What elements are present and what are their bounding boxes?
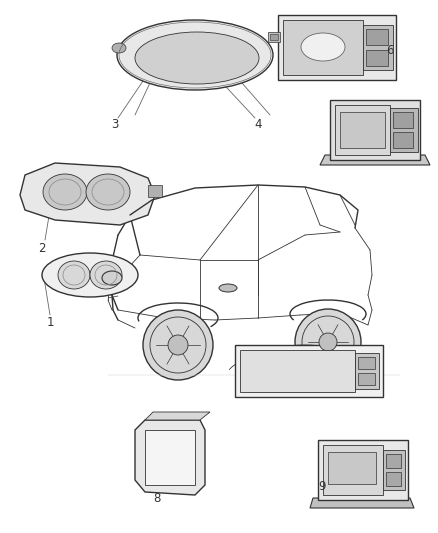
Bar [358, 373, 375, 385]
Bar [340, 112, 385, 148]
Text: 2: 2 [38, 241, 46, 254]
Ellipse shape [319, 333, 337, 351]
Bar [335, 105, 390, 155]
Bar [355, 353, 379, 389]
Bar [386, 472, 401, 486]
Bar [145, 430, 195, 485]
Bar [328, 452, 376, 484]
Ellipse shape [301, 33, 345, 61]
Bar [383, 450, 405, 490]
Bar [393, 132, 413, 148]
Ellipse shape [112, 43, 126, 53]
Text: 1: 1 [46, 316, 54, 328]
Polygon shape [20, 163, 155, 225]
Bar [358, 357, 375, 369]
Bar [393, 112, 413, 128]
Bar [148, 185, 162, 197]
Text: 8: 8 [153, 491, 161, 505]
Ellipse shape [143, 310, 213, 380]
Ellipse shape [86, 174, 130, 210]
Bar [268, 32, 280, 42]
Text: 3: 3 [111, 118, 119, 132]
Ellipse shape [168, 335, 188, 355]
Ellipse shape [58, 261, 90, 289]
Bar [366, 29, 388, 45]
Ellipse shape [295, 309, 361, 375]
Polygon shape [145, 412, 210, 420]
Ellipse shape [90, 261, 122, 289]
Bar [390, 108, 418, 152]
Text: 4: 4 [254, 118, 262, 132]
Text: 6: 6 [386, 44, 394, 56]
Polygon shape [310, 498, 414, 508]
Bar [283, 20, 363, 75]
Polygon shape [320, 155, 430, 165]
Bar [318, 440, 408, 500]
Ellipse shape [43, 174, 87, 210]
Bar [323, 445, 383, 495]
Bar [330, 100, 420, 160]
Bar [270, 34, 278, 40]
Bar [278, 15, 396, 80]
Polygon shape [135, 420, 205, 495]
Ellipse shape [42, 253, 138, 297]
Bar [366, 50, 388, 66]
Bar [235, 345, 383, 397]
Bar [386, 454, 401, 468]
Text: 9: 9 [318, 480, 326, 492]
Bar [363, 25, 393, 70]
Ellipse shape [102, 271, 122, 285]
Ellipse shape [219, 284, 237, 292]
Bar [240, 350, 355, 392]
Ellipse shape [135, 32, 259, 84]
Ellipse shape [117, 20, 273, 90]
